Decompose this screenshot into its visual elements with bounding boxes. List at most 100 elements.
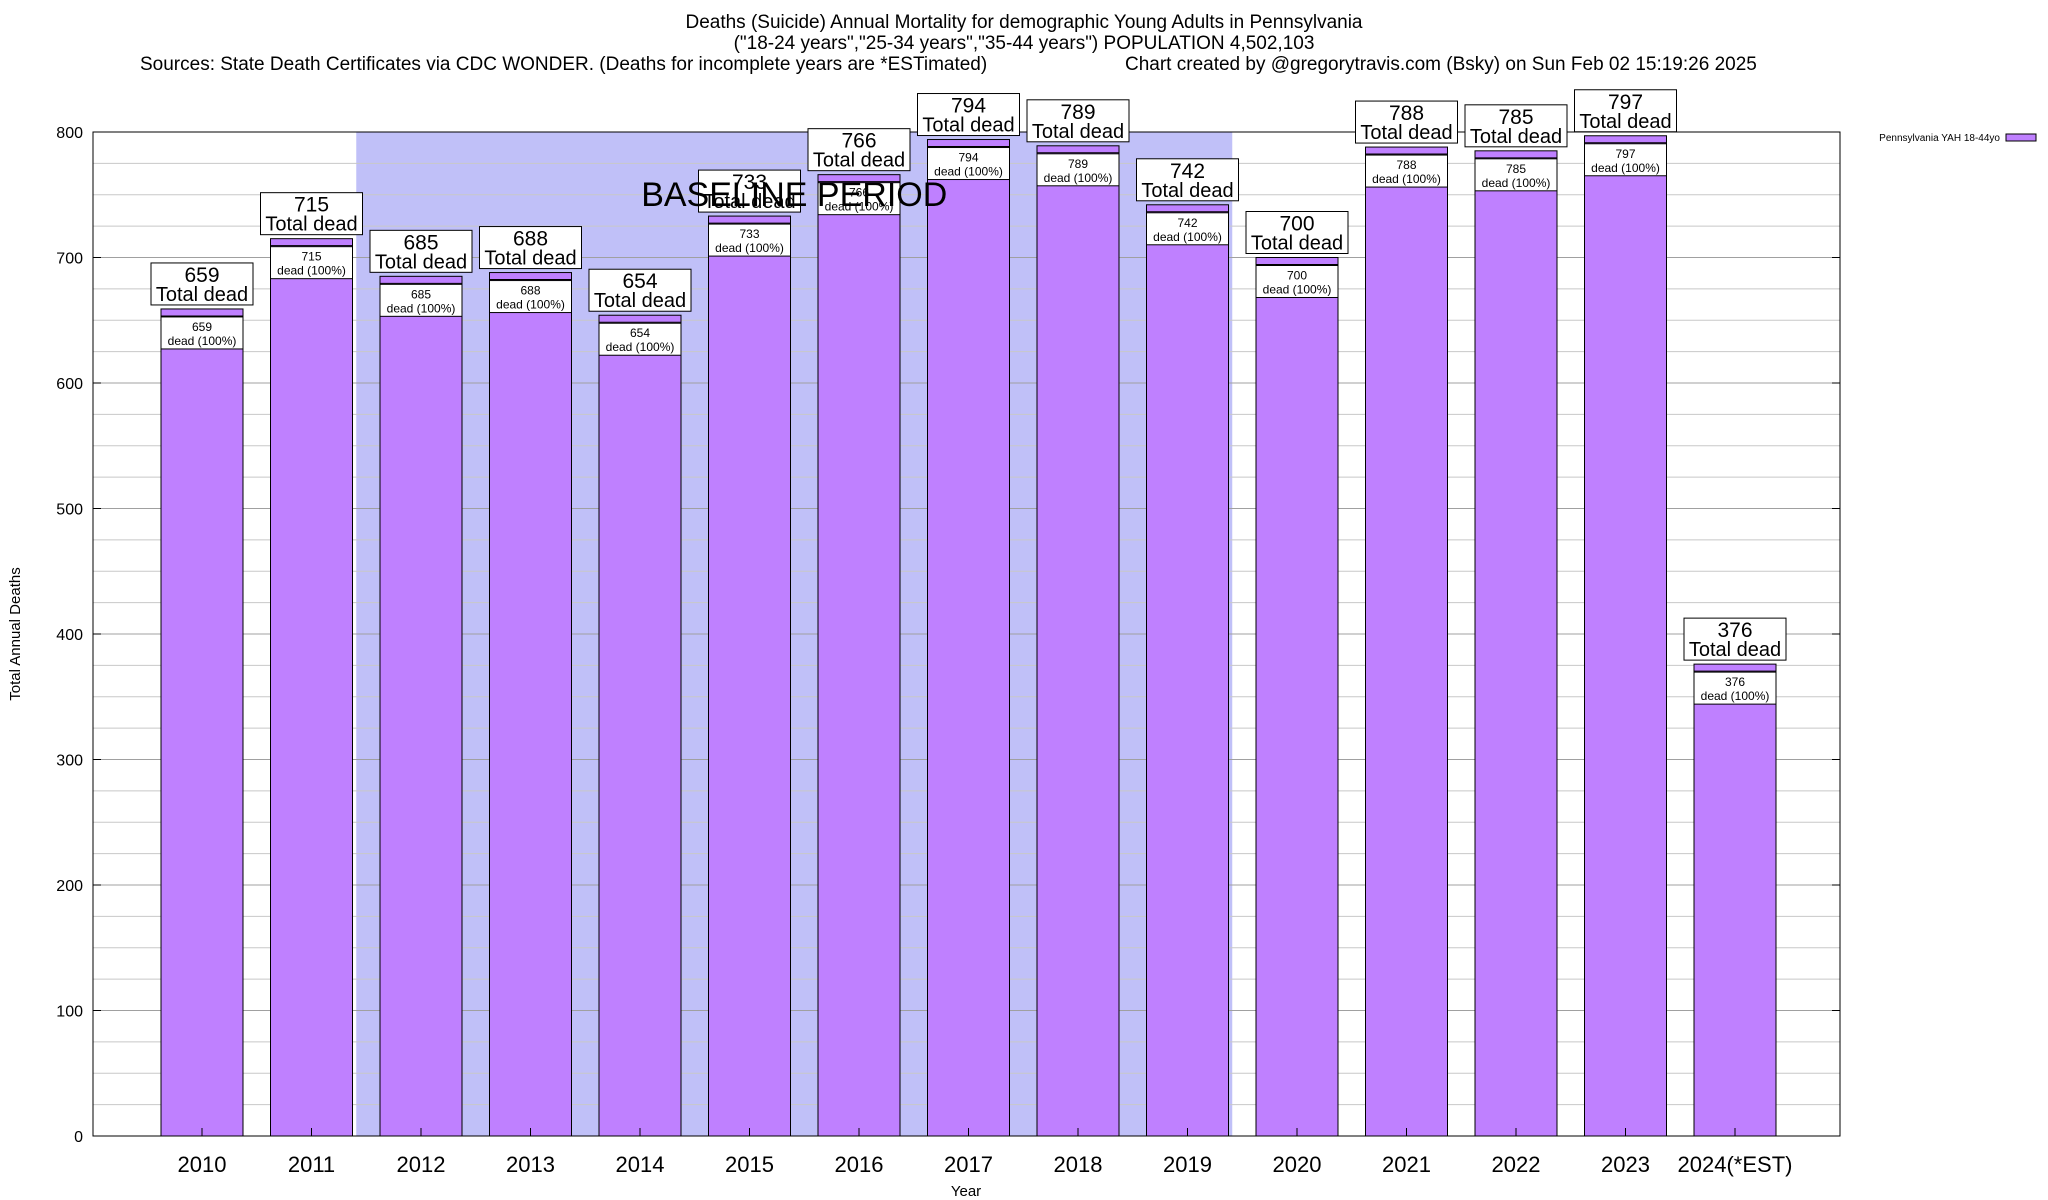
y-tick-label: 800: [56, 125, 83, 142]
x-tick-label: 2020: [1273, 1152, 1322, 1177]
bar-total-label: Total dead: [1579, 111, 1671, 133]
bar-inner-label: dead (100%): [1591, 161, 1660, 175]
bar-inner-value: 700: [1287, 269, 1307, 283]
bar-total-label: Total dead: [922, 115, 1014, 137]
x-tick-label: 2010: [178, 1152, 227, 1177]
bar-total-label-box: [698, 169, 801, 213]
y-axis-title: Total Annual Deaths: [7, 567, 24, 700]
baseline-label: BASELINE PERIOD: [641, 176, 947, 214]
bar-total-value: 659: [184, 264, 219, 287]
bar-total-value: 733: [732, 171, 767, 194]
bar-inner-label-box: [1365, 154, 1448, 188]
bar-inner-label-box: [598, 322, 682, 356]
bar-inner-label-box: [160, 316, 244, 350]
sources-note: Sources: State Death Certificates via CD…: [140, 54, 988, 75]
bar-total-label-box: [917, 93, 1020, 137]
x-tick-label: 2023: [1601, 1152, 1650, 1177]
bar-total-value: 376: [1717, 619, 1752, 642]
bar-total-label: Total dead: [594, 290, 686, 312]
bar-total-label: Total dead: [703, 191, 795, 213]
bar-total-label: Total dead: [375, 251, 467, 273]
bar-total-value: 654: [622, 270, 657, 293]
y-tick-label: 700: [56, 251, 83, 268]
bar-total-label-box: [1245, 211, 1349, 254]
bar-total-label-box: [1464, 104, 1568, 148]
bar-inner-label: dead (100%): [1153, 230, 1222, 244]
bar-inner-value: 789: [1068, 157, 1088, 171]
bar-inner-label-box: [1255, 265, 1339, 298]
bar-inner-label: dead (100%): [1482, 176, 1551, 190]
bar-inner-label-box: [379, 283, 463, 317]
x-tick-label: 2014: [616, 1152, 665, 1177]
bar-total-label-box: [1136, 158, 1239, 202]
bar: [1255, 257, 1339, 1137]
x-tick-label: 2017: [944, 1152, 993, 1177]
bar: [489, 272, 572, 1137]
bar-inner-value: 794: [958, 151, 978, 165]
bar-inner-value: 742: [1177, 216, 1197, 230]
bar-total-label: Total dead: [265, 214, 357, 236]
bar-total-label-box: [1574, 89, 1677, 133]
bar-total-label-box: [1683, 617, 1787, 661]
y-tick-label: 100: [56, 1004, 83, 1021]
y-tick-label: 400: [56, 627, 83, 644]
bar-inner-value: 659: [192, 320, 212, 334]
bar-inner-value: 376: [1725, 675, 1745, 689]
bar-total-label: Total dead: [1032, 121, 1124, 143]
bar: [1146, 204, 1229, 1137]
bar-total-label: Total dead: [1251, 233, 1343, 255]
bar-total-value: 766: [841, 130, 876, 153]
bar-inner-value: 688: [520, 284, 540, 298]
bar-total-value: 788: [1389, 102, 1424, 125]
bar: [1365, 146, 1448, 1137]
bar-total-value: 700: [1279, 213, 1314, 236]
x-tick-label: 2016: [835, 1152, 884, 1177]
bar-inner-label: dead (100%): [825, 200, 894, 214]
bar-total-value: 742: [1170, 160, 1205, 183]
title-line-1: Deaths (Suicide) Annual Mortality for de…: [685, 12, 1363, 33]
y-tick-label: 0: [74, 1129, 83, 1146]
bar-inner-label-box: [927, 147, 1010, 181]
bar-total-label-box: [150, 262, 254, 306]
y-tick-label: 500: [56, 502, 83, 519]
bar-inner-label: dead (100%): [934, 165, 1003, 179]
bar-total-label-box: [260, 192, 363, 236]
bar-inner-label: dead (100%): [168, 334, 237, 348]
bar: [160, 308, 244, 1137]
bar-inner-label: dead (100%): [496, 298, 565, 312]
x-axis-title: Year: [951, 1183, 981, 1200]
bar-inner-value: 785: [1506, 162, 1526, 176]
credit-note: Chart created by @gregorytravis.com (Bsk…: [1125, 54, 1757, 75]
x-tick-label: 2015: [725, 1152, 774, 1177]
x-tick-label: 2022: [1492, 1152, 1541, 1177]
bar-inner-value: 685: [411, 287, 431, 301]
bar-inner-label: dead (100%): [387, 301, 456, 315]
bar-total-label: Total dead: [1360, 122, 1452, 144]
y-tick-label: 200: [56, 878, 83, 895]
bar-total-label: Total dead: [1689, 639, 1781, 661]
bar-total-value: 797: [1608, 91, 1643, 114]
bar-inner-label-box: [1584, 143, 1667, 177]
bar-inner-value: 766: [849, 186, 869, 200]
y-tick-label: 600: [56, 376, 83, 393]
x-tick-label: 2019: [1163, 1152, 1212, 1177]
chart-title: Deaths (Suicide) Annual Mortality for de…: [0, 12, 2048, 54]
bar: [1584, 135, 1667, 1137]
bar: [379, 275, 463, 1137]
bar-inner-label: dead (100%): [1263, 283, 1332, 297]
bar-total-value: 688: [513, 228, 548, 251]
bar-inner-label-box: [489, 280, 572, 314]
x-tick-label: 2018: [1054, 1152, 1103, 1177]
bar-total-value: 785: [1498, 106, 1533, 129]
bar: [1036, 145, 1120, 1137]
bar-total-label-box: [1026, 99, 1130, 143]
bar: [927, 139, 1010, 1137]
bar-inner-label-box: [817, 182, 901, 216]
bar: [270, 238, 353, 1137]
x-tick-label: 2024(*EST): [1678, 1152, 1793, 1177]
bar-total-value: 789: [1060, 101, 1095, 124]
legend-swatch: [2005, 133, 2037, 142]
bar-total-label-box: [1355, 100, 1458, 144]
bar-inner-value: 715: [301, 250, 321, 264]
